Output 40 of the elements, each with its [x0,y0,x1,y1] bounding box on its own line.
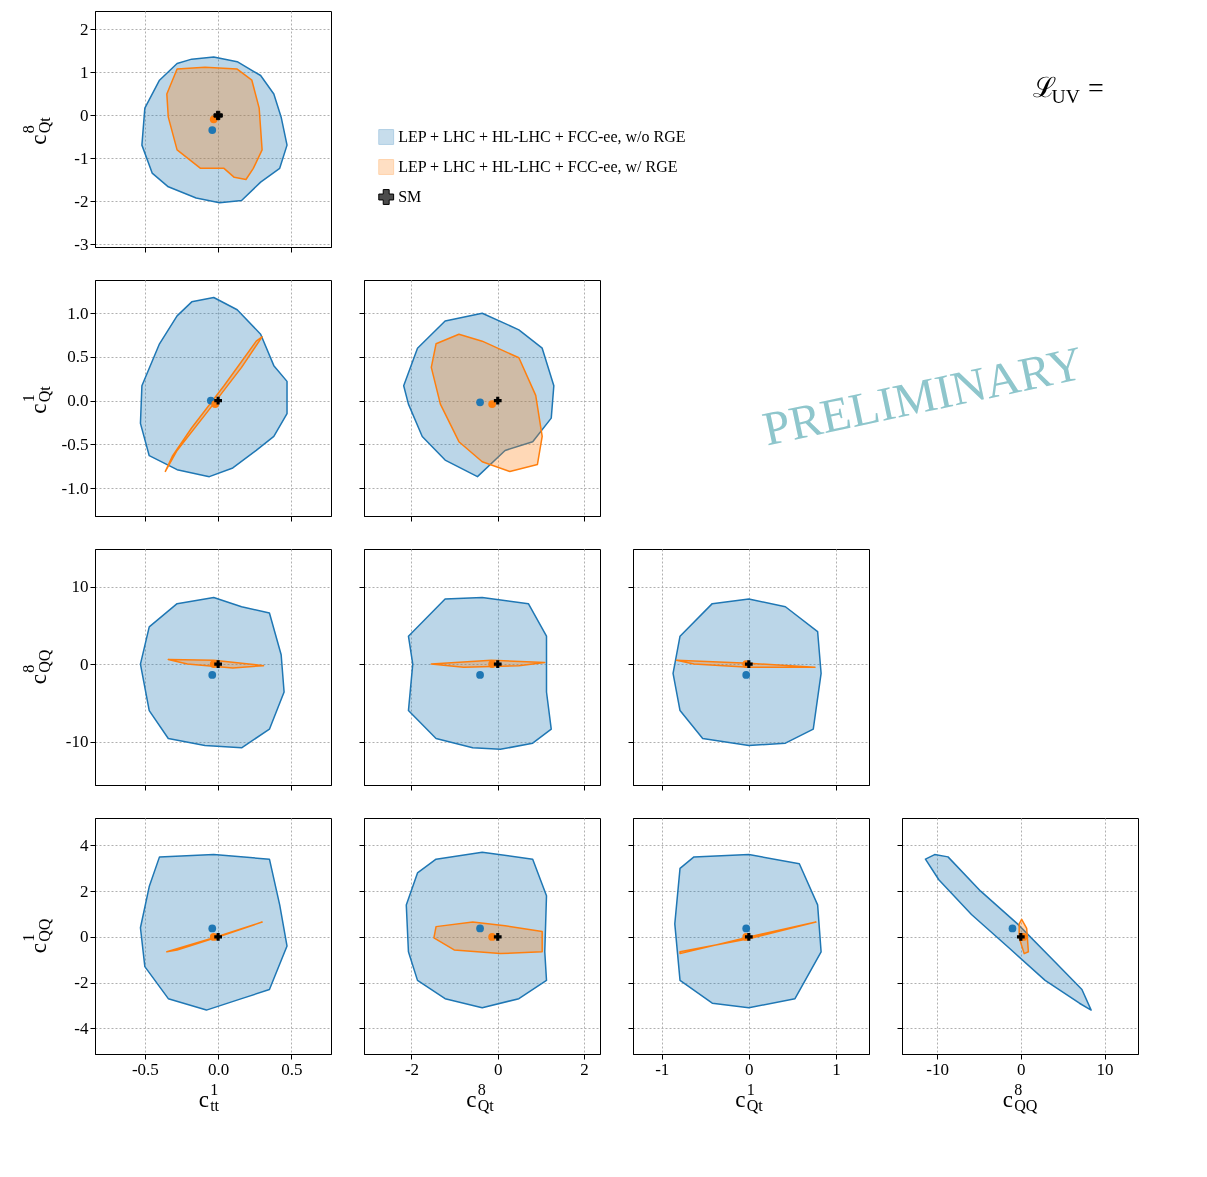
y-tick-label: -4 [74,1018,89,1038]
x-tick-label: 2 [580,1059,589,1079]
y-tick-label: 4 [80,835,89,855]
y-tick-label: 0 [80,105,89,125]
legend-label: LEP + LHC + HL-LHC + FCC-ee, w/o RGE [398,128,686,145]
y-tick-label: -10 [65,732,89,752]
x-tick-label: -10 [926,1059,949,1079]
y-tick-label: 2 [80,19,89,39]
y-axis-title: c1QQ [20,918,54,954]
y-tick-label: -3 [74,234,89,254]
point [213,110,223,121]
y-tick-label: 0 [80,927,89,947]
legend-label: LEP + LHC + HL-LHC + FCC-ee, w/ RGE [398,158,678,175]
legend-label: SM [398,188,422,205]
y-tick-label: 0.0 [67,391,89,411]
y-tick-label: 1 [80,62,89,82]
y-tick-label: -2 [74,191,89,211]
x-tick-label: 1 [832,1059,841,1079]
x-tick-label: 0 [1017,1059,1026,1079]
x-tick-label: -0.5 [131,1059,159,1079]
x-tick-label: -2 [404,1059,420,1079]
x-tick-label: 0.0 [208,1059,230,1079]
y-tick-label: 1.0 [67,303,89,323]
y-tick-label: 2 [80,881,89,901]
y-tick-label: -1 [74,148,89,168]
x-tick-label: 0 [494,1059,503,1079]
y-axis-title: c8Qt [20,116,54,145]
y-tick-label: 10 [71,577,89,597]
x-tick-label: 0 [745,1059,754,1079]
y-axis-title: c1Qt [20,385,54,414]
x-tick-label: -1 [655,1059,670,1079]
y-tick-label: 0 [80,654,89,674]
y-axis-title: c8QQ [20,649,54,685]
point [208,126,217,134]
x-tick-label: 10 [1096,1059,1114,1079]
y-tick-label: -2 [74,973,89,993]
x-tick-label: 0.5 [281,1059,303,1079]
y-tick-label: 0.5 [67,347,89,367]
y-tick-label: -1.0 [61,478,89,498]
y-tick-label: -0.5 [61,434,89,454]
